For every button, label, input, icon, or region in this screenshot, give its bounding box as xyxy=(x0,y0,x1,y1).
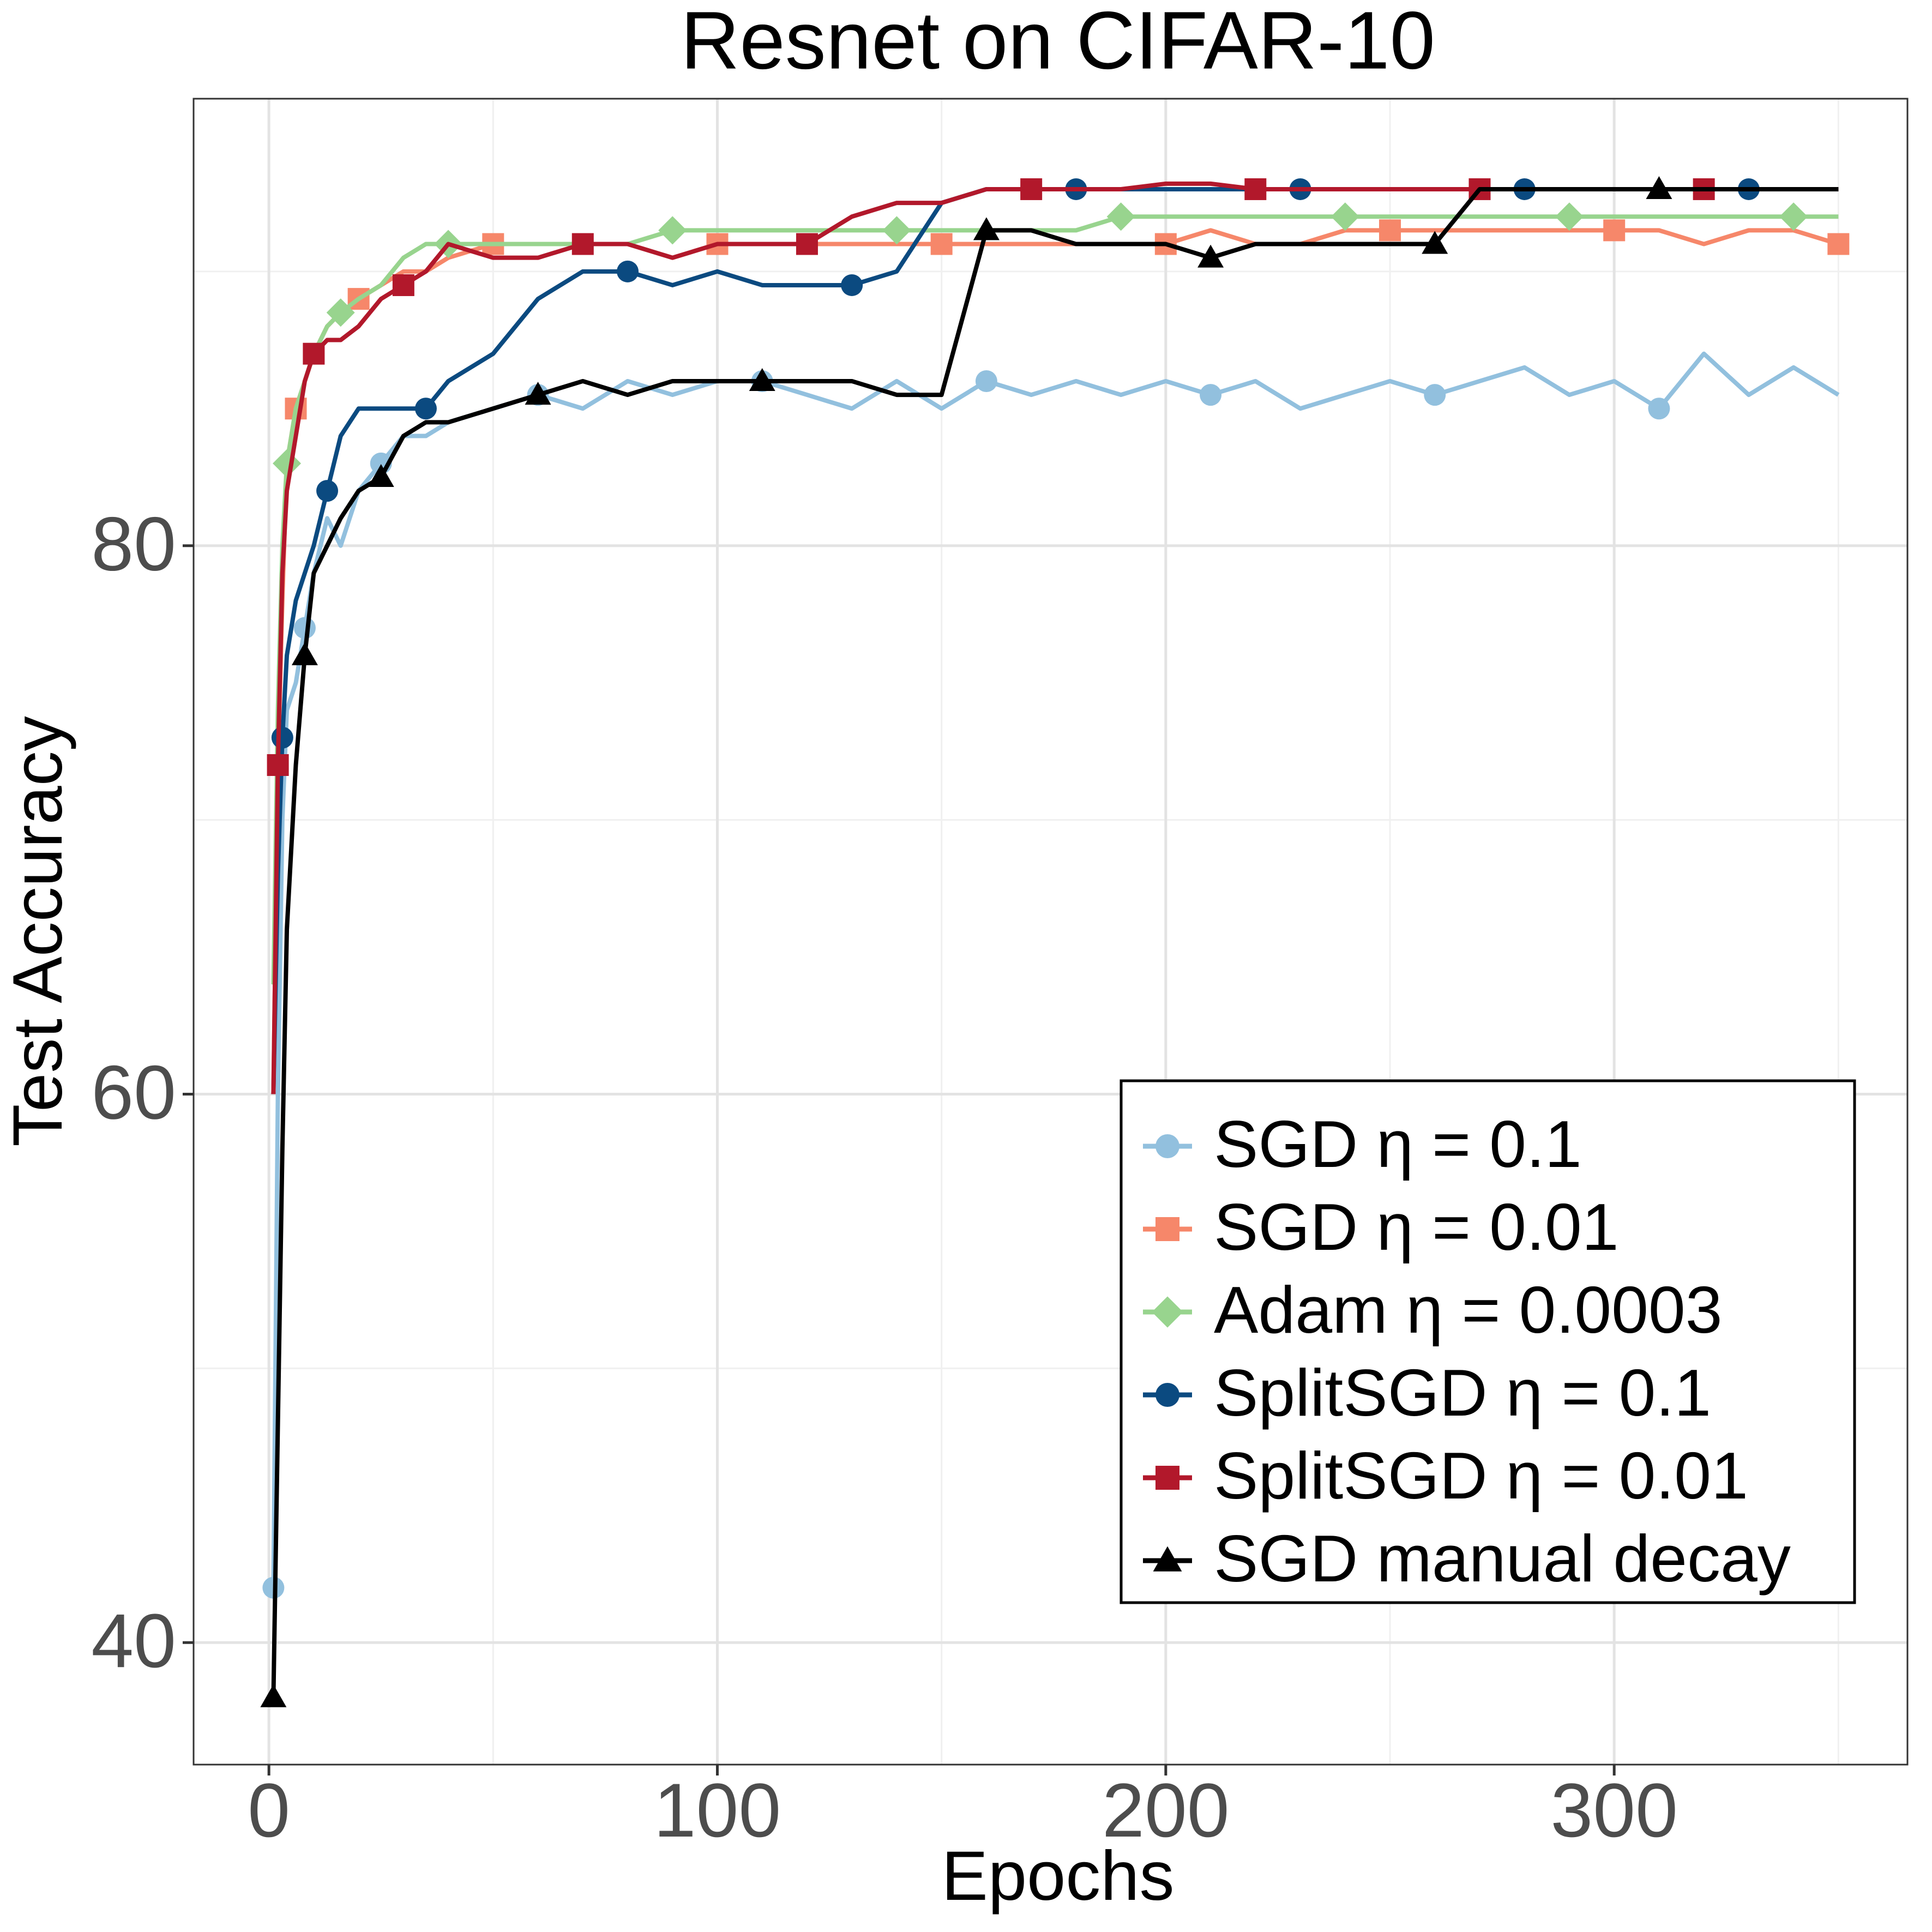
marker xyxy=(930,233,953,255)
legend-label: SGD manual decay xyxy=(1214,1521,1791,1596)
y-tick-label: 80 xyxy=(91,501,176,587)
y-tick-label: 40 xyxy=(91,1598,176,1683)
y-tick-label: 60 xyxy=(91,1049,176,1135)
marker xyxy=(525,382,551,405)
line xyxy=(271,351,1840,1588)
chart-title: Resnet on CIFAR-10 xyxy=(681,0,1435,86)
x-tick-label: 200 xyxy=(1102,1767,1230,1853)
marker xyxy=(571,233,594,255)
legend-label: Adam η = 0.0003 xyxy=(1214,1273,1723,1347)
marker xyxy=(749,368,775,391)
series xyxy=(271,202,1839,985)
line xyxy=(271,214,1839,985)
marker xyxy=(267,754,289,776)
marker xyxy=(1155,1466,1179,1490)
legend-label: SplitSGD η = 0.01 xyxy=(1214,1439,1748,1513)
plot-border xyxy=(192,98,1909,1766)
marker xyxy=(1646,176,1672,199)
marker xyxy=(1424,384,1446,406)
y-axis-title: Test Accuracy xyxy=(0,716,77,1147)
line xyxy=(271,186,1839,1698)
marker xyxy=(1648,398,1670,420)
series xyxy=(267,178,1839,1094)
marker xyxy=(796,233,818,255)
legend-box xyxy=(1120,1079,1856,1604)
series xyxy=(260,176,1839,1707)
marker xyxy=(1200,384,1222,406)
marker xyxy=(882,216,911,245)
marker xyxy=(303,342,325,365)
x-tick-label: 0 xyxy=(248,1767,290,1853)
marker xyxy=(1155,1134,1179,1158)
marker xyxy=(326,298,355,327)
marker xyxy=(1197,244,1224,268)
legend: SGD η = 0.1 SGD η = 0.01 Adam η = 0.0003 Sp… xyxy=(1120,1079,1856,1604)
marker xyxy=(617,260,639,282)
x-tick-label: 300 xyxy=(1550,1767,1678,1853)
marker xyxy=(273,449,302,478)
legend-label: SGD η = 0.1 xyxy=(1214,1107,1582,1181)
series xyxy=(271,178,1839,1094)
x-axis-title: Epochs xyxy=(942,1837,1175,1915)
marker xyxy=(1331,202,1359,231)
marker xyxy=(841,274,863,296)
marker xyxy=(414,398,437,420)
legend-label: SGD η = 0.01 xyxy=(1214,1190,1619,1264)
marker xyxy=(1827,233,1850,255)
line xyxy=(271,181,1839,1094)
line xyxy=(271,228,1839,1094)
marker xyxy=(291,642,318,665)
marker xyxy=(973,217,1000,240)
marker xyxy=(1152,1296,1183,1328)
legend-label: SplitSGD η = 0.1 xyxy=(1214,1356,1711,1430)
x-tick-label: 100 xyxy=(654,1767,781,1853)
marker xyxy=(1106,202,1135,231)
marker xyxy=(316,480,339,502)
marker xyxy=(658,216,687,245)
marker xyxy=(368,464,394,487)
marker xyxy=(1422,231,1448,254)
marker xyxy=(1603,219,1626,242)
marker xyxy=(1155,1383,1179,1407)
marker xyxy=(260,1684,287,1707)
marker xyxy=(271,726,293,749)
marker xyxy=(1555,202,1584,231)
marker xyxy=(392,274,414,296)
marker xyxy=(1779,202,1808,231)
marker xyxy=(1379,219,1401,242)
marker xyxy=(1155,1217,1179,1241)
marker xyxy=(975,370,997,392)
marker xyxy=(1020,178,1043,200)
marker xyxy=(1153,1546,1182,1572)
marker xyxy=(1244,178,1267,200)
line xyxy=(271,186,1839,1094)
